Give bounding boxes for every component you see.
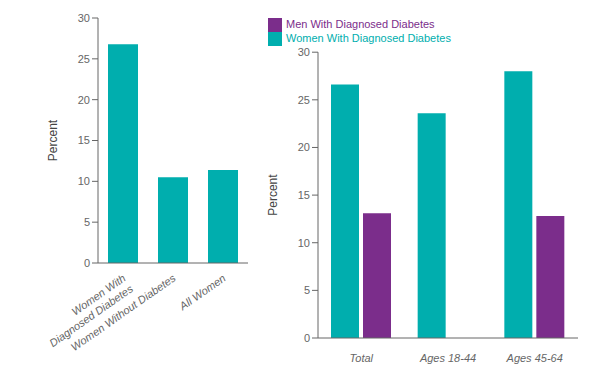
svg-text:30: 30 [298,46,310,58]
svg-text:5: 5 [84,216,90,228]
svg-text:20: 20 [298,141,310,153]
svg-text:10: 10 [298,237,310,249]
svg-text:10: 10 [78,175,90,187]
svg-text:15: 15 [298,189,310,201]
svg-text:Women Without Diabetes: Women Without Diabetes [69,271,178,353]
svg-text:Percent: Percent [46,119,60,161]
svg-text:All Women: All Women [176,272,227,313]
svg-text:0: 0 [84,257,90,269]
svg-text:Ages 18-44: Ages 18-44 [419,352,476,364]
svg-text:25: 25 [78,53,90,65]
svg-text:5: 5 [304,284,310,296]
svg-text:Ages 45-64: Ages 45-64 [506,352,563,364]
svg-text:30: 30 [78,12,90,24]
svg-text:15: 15 [78,134,90,146]
svg-text:Total: Total [350,352,374,364]
svg-text:25: 25 [298,94,310,106]
svg-text:0: 0 [304,332,310,344]
svg-text:20: 20 [78,94,90,106]
svg-text:Percent: Percent [266,174,280,216]
